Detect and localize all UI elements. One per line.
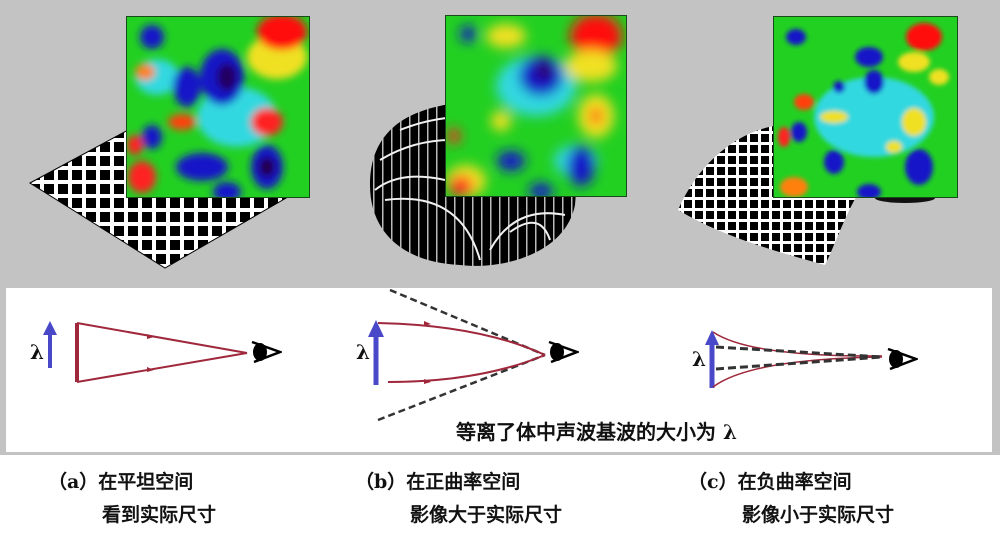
illustration-negative-curvature <box>660 0 1000 285</box>
caption-c-line2: 影像小于实际尺寸 <box>742 504 895 526</box>
lambda-label-a: λ <box>30 340 45 364</box>
caption-c-line1: （c）在负曲率空间 <box>688 471 852 493</box>
caption-b-line2: 影像大于实际尺寸 <box>410 504 563 526</box>
cmb-map-c <box>773 16 958 198</box>
caption-a-line1: （a）在平坦空间 <box>48 471 194 493</box>
caption-a-line2: 看到实际尺寸 <box>102 504 217 526</box>
cmb-map-a <box>126 16 310 198</box>
diagram-flat <box>43 321 248 383</box>
eye-icon <box>548 340 579 364</box>
eye-icon <box>251 340 282 364</box>
eye-icon <box>887 347 918 371</box>
ray-diagrams <box>43 288 883 422</box>
lambda-label-c: λ <box>692 347 707 371</box>
diagram-positive <box>368 288 546 422</box>
lambda-label-b: λ <box>356 340 371 364</box>
caption-b-line1: （b）在正曲率空间 <box>355 471 521 493</box>
illustration-positive-curvature <box>340 0 670 285</box>
diagram-negative <box>705 330 883 388</box>
illustration-flat-space <box>0 0 340 285</box>
cmb-map-b <box>445 15 627 197</box>
plasma-wave-note: 等离了体中声波基波的大小为 λ <box>456 420 737 444</box>
